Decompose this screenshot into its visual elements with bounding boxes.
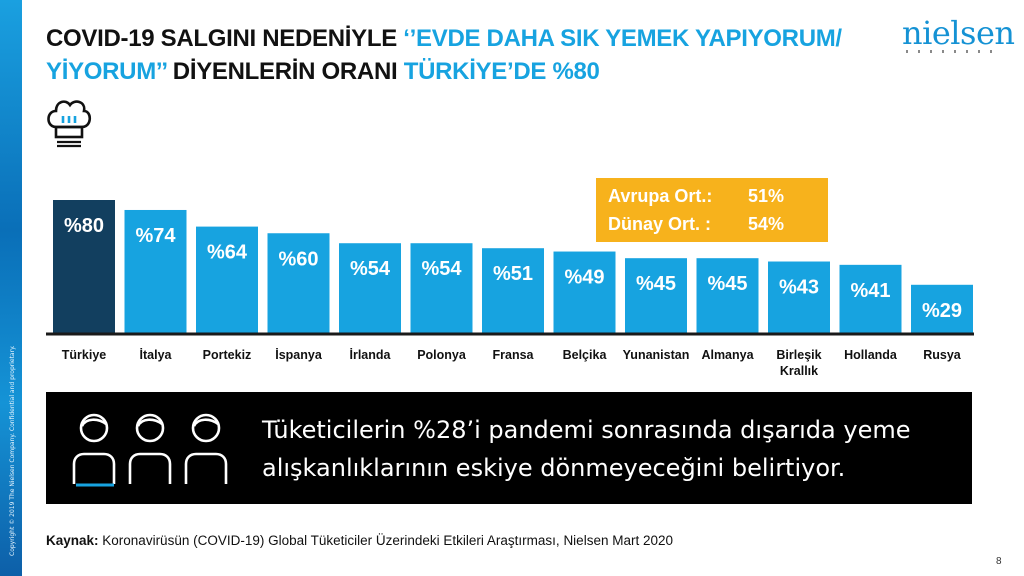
category-label-13: Rusya [923, 348, 962, 362]
bar-13 [911, 284, 973, 333]
data-label-3: %64 [207, 242, 248, 264]
europe-average-value: 51% [748, 186, 785, 206]
category-label-12: Hollanda [844, 348, 898, 362]
category-label-8: Belçika [563, 348, 608, 362]
bar-1 [53, 200, 115, 333]
info-banner [46, 392, 972, 504]
title-part-4: TÜRKİYE’DE %80 [403, 58, 600, 85]
bar-7 [482, 248, 544, 333]
chef-hat-icon [47, 100, 92, 148]
logo-dots [906, 50, 998, 53]
info-line-1: Tüketicilerin %28’i pandemi sonrasında d… [262, 416, 911, 444]
category-label-11-line-1: Birleşik [776, 348, 821, 362]
bar-2 [124, 209, 187, 333]
bar-6 [410, 243, 473, 333]
category-label-9: Yunanistan [623, 348, 690, 362]
data-label-4: %60 [278, 248, 318, 270]
category-label-10: Almanya [701, 348, 754, 362]
category-label-4: İspanya [275, 347, 323, 362]
data-label-9: %45 [636, 273, 676, 295]
bar-12 [839, 264, 902, 333]
source-text: Koronavirüsün (COVID-19) Global Tüketici… [98, 533, 673, 548]
nielsen-logo: nielsen [902, 14, 1015, 52]
data-label-2: %74 [135, 225, 176, 247]
bar-4 [267, 233, 330, 333]
bar-5 [339, 243, 401, 333]
data-label-5: %54 [350, 258, 391, 280]
bar-8 [553, 251, 616, 333]
category-label-6: Polonya [417, 348, 467, 362]
category-label-2: İtalya [140, 347, 173, 362]
data-label-13: %29 [922, 300, 962, 322]
category-label-5: İrlanda [350, 347, 392, 362]
world-average-row: Dünay Ort. : 54% [608, 214, 784, 235]
europe-average-row: Avrupa Ort.: 51% [608, 186, 784, 207]
europe-average-label: Avrupa Ort.: [608, 186, 713, 206]
title-part-1: COVID-19 SALGINI NEDENİYLE [46, 25, 404, 52]
people-icon [72, 413, 228, 487]
data-label-10: %45 [707, 273, 747, 295]
page-number: 8 [996, 556, 1002, 567]
category-label-3: Portekiz [203, 348, 252, 362]
page-title: COVID-19 SALGINI NEDENİYLE ‘’EVDE DAHA S… [46, 22, 876, 88]
world-average-label: Dünay Ort. : [608, 214, 712, 234]
data-label-6: %54 [421, 258, 462, 280]
data-label-12: %41 [850, 280, 890, 302]
average-box: Avrupa Ort.: 51% Dünay Ort. : 54% [596, 178, 828, 242]
title-part-3: DİYENLERİN ORANI [166, 58, 404, 85]
source-label: Kaynak: [46, 533, 99, 548]
title-part-2: ‘’EVDE DAHA SIK YEMEK YAPIYORUM/ YİYORUM… [46, 25, 842, 85]
bar-3 [196, 226, 258, 333]
bar-11 [768, 261, 830, 333]
bar-chart: %80 Türkiye %74 İtalya %64 Portekiz %60 İspanya… [46, 200, 974, 378]
category-label-1: Türkiye [62, 348, 107, 362]
bar-10 [696, 258, 759, 333]
side-brand-strip: Copyright © 2019 The Nielsen Company. Co… [0, 0, 22, 576]
category-label-11-line-2: Krallık [780, 364, 818, 378]
data-label-8: %49 [564, 267, 604, 289]
category-label-7: Fransa [493, 348, 535, 362]
data-label-11: %43 [779, 277, 819, 299]
data-label-7: %51 [493, 263, 533, 285]
info-line-2: alışkanlıklarının eskiye dönmeyeceğini b… [262, 454, 846, 482]
data-label-1: %80 [64, 215, 104, 237]
source-note: Kaynak: Koronavirüsün (COVID-19) Global … [46, 533, 673, 548]
bar-9 [625, 258, 687, 333]
info-text: Tüketicilerin %28’i pandemi sonrasında d… [262, 411, 962, 487]
world-average-value: 54% [748, 214, 785, 234]
